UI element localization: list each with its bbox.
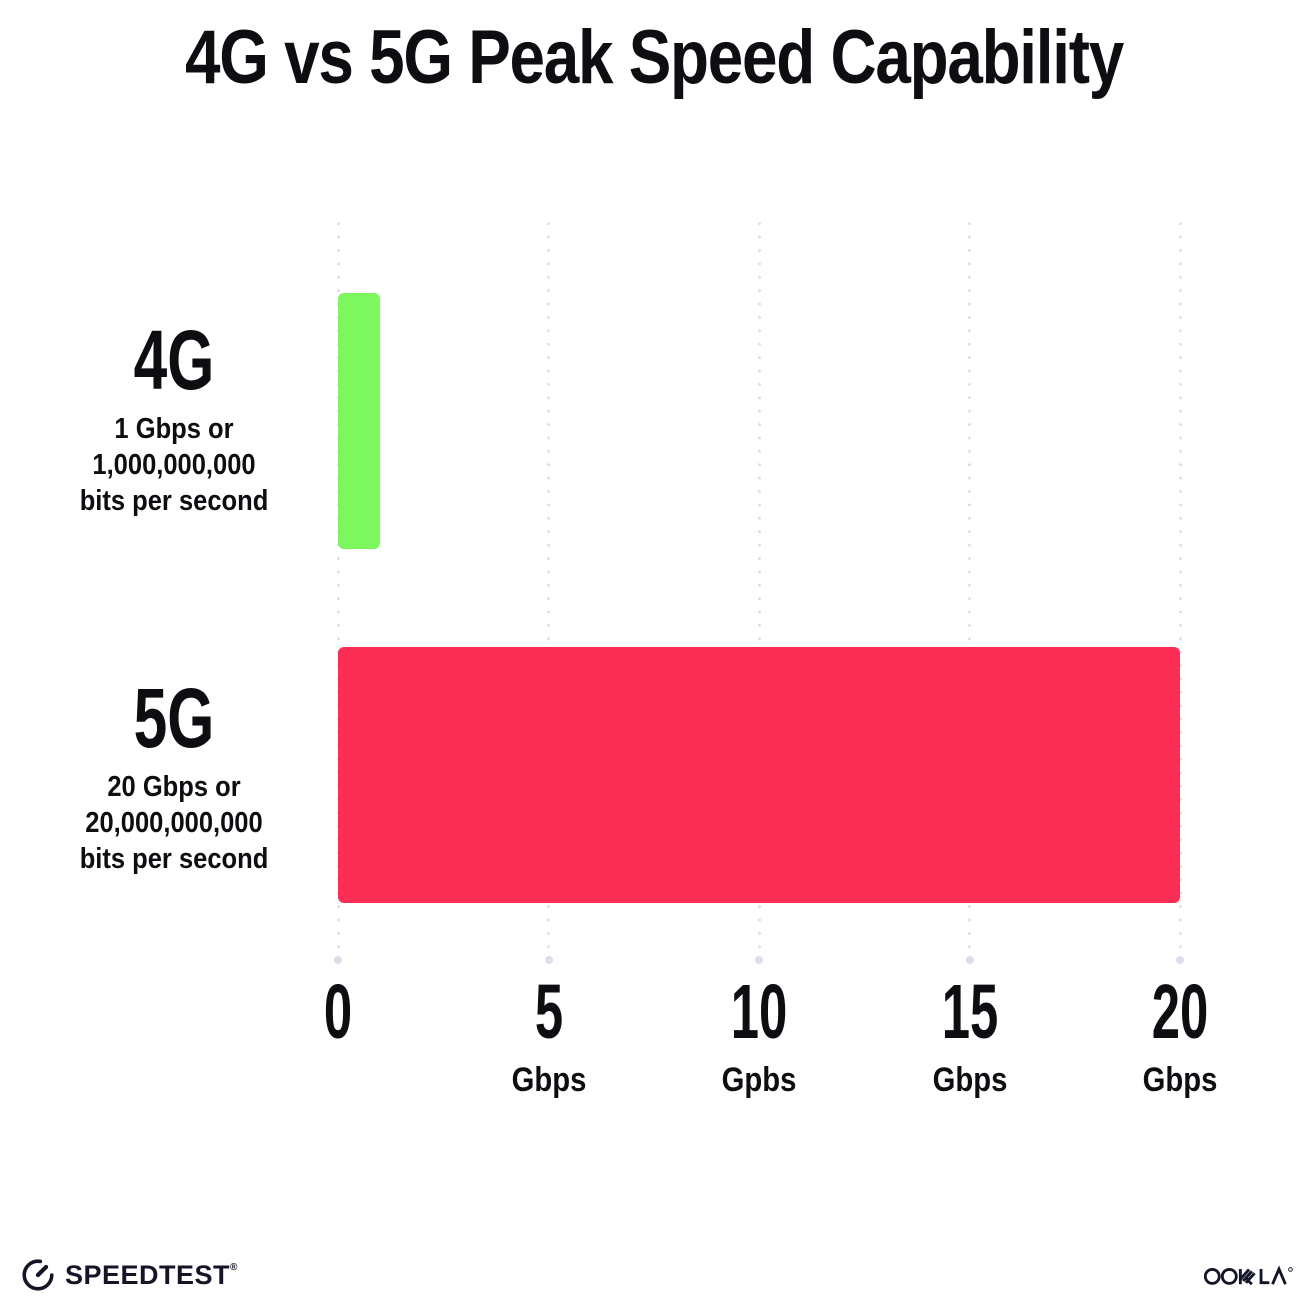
x-tick-unit: Gbps: [932, 1061, 1007, 1099]
gridline-15gbps: [965, 222, 974, 964]
x-tick-0: 0: [317, 974, 360, 1095]
subtext-line: bits per second: [79, 485, 269, 517]
x-tick-value: 10: [730, 969, 788, 1055]
registered-trademark-icon: ®: [230, 1261, 238, 1273]
gridline-0gbps: [334, 222, 342, 964]
ookla-wordmark-icon: [1204, 1265, 1293, 1286]
x-tick-15: 15 Gbps: [926, 974, 1013, 1100]
ookla-logo: [1204, 1261, 1296, 1289]
bar-5g: [338, 647, 1180, 903]
speedtest-logo: SPEEDTEST®: [20, 1257, 238, 1293]
category-title-4g: 4G: [133, 313, 215, 407]
subtext-line: 20 Gbps or: [107, 771, 241, 803]
gridline-20gbps: [1176, 222, 1184, 964]
x-tick-unit: Gpbs: [721, 1061, 797, 1099]
subtext-line: bits per second: [79, 843, 269, 875]
subtext-line: 20,000,000,000: [85, 807, 263, 839]
speedtest-gauge-icon: [20, 1257, 56, 1293]
x-tick-value: 15: [941, 969, 998, 1055]
category-subtext-4g: 1 Gbps or 1,000,000,000 bits per second: [46, 411, 303, 519]
x-tick-20: 20 Gbps: [1137, 974, 1224, 1100]
subtext-line: 1,000,000,000: [92, 449, 256, 481]
gridline-5gbps: [544, 222, 553, 964]
category-title-5g: 5G: [133, 671, 215, 765]
x-tick-value: 20: [1151, 969, 1209, 1055]
x-tick-5: 5 Gbps: [505, 974, 592, 1100]
x-tick-unit: Gbps: [1142, 1061, 1218, 1099]
x-tick-unit: [320, 1061, 357, 1095]
x-tick-value: 5: [534, 969, 563, 1055]
bar-chart-plot-area: 0 5 Gbps 10 Gpbs 15 Gbps 20 Gbps: [324, 222, 1217, 1099]
x-tick-10: 10 Gpbs: [716, 974, 803, 1100]
speedtest-wordmark: SPEEDTEST®: [65, 1259, 238, 1290]
category-label-5g: 5G 20 Gbps or 20,000,000,000 bits per se…: [28, 676, 320, 877]
x-tick-value: 0: [323, 969, 353, 1055]
x-tick-unit: Gbps: [511, 1061, 586, 1099]
gridline-10gbps: [755, 222, 763, 964]
category-label-4g: 4G 1 Gbps or 1,000,000,000 bits per seco…: [28, 318, 320, 519]
subtext-line: 1 Gbps or: [114, 413, 234, 445]
bar-4g: [338, 293, 381, 549]
chart-title: 4G vs 5G Peak Speed Capability: [185, 15, 1124, 100]
category-subtext-5g: 20 Gbps or 20,000,000,000 bits per secon…: [46, 769, 303, 877]
